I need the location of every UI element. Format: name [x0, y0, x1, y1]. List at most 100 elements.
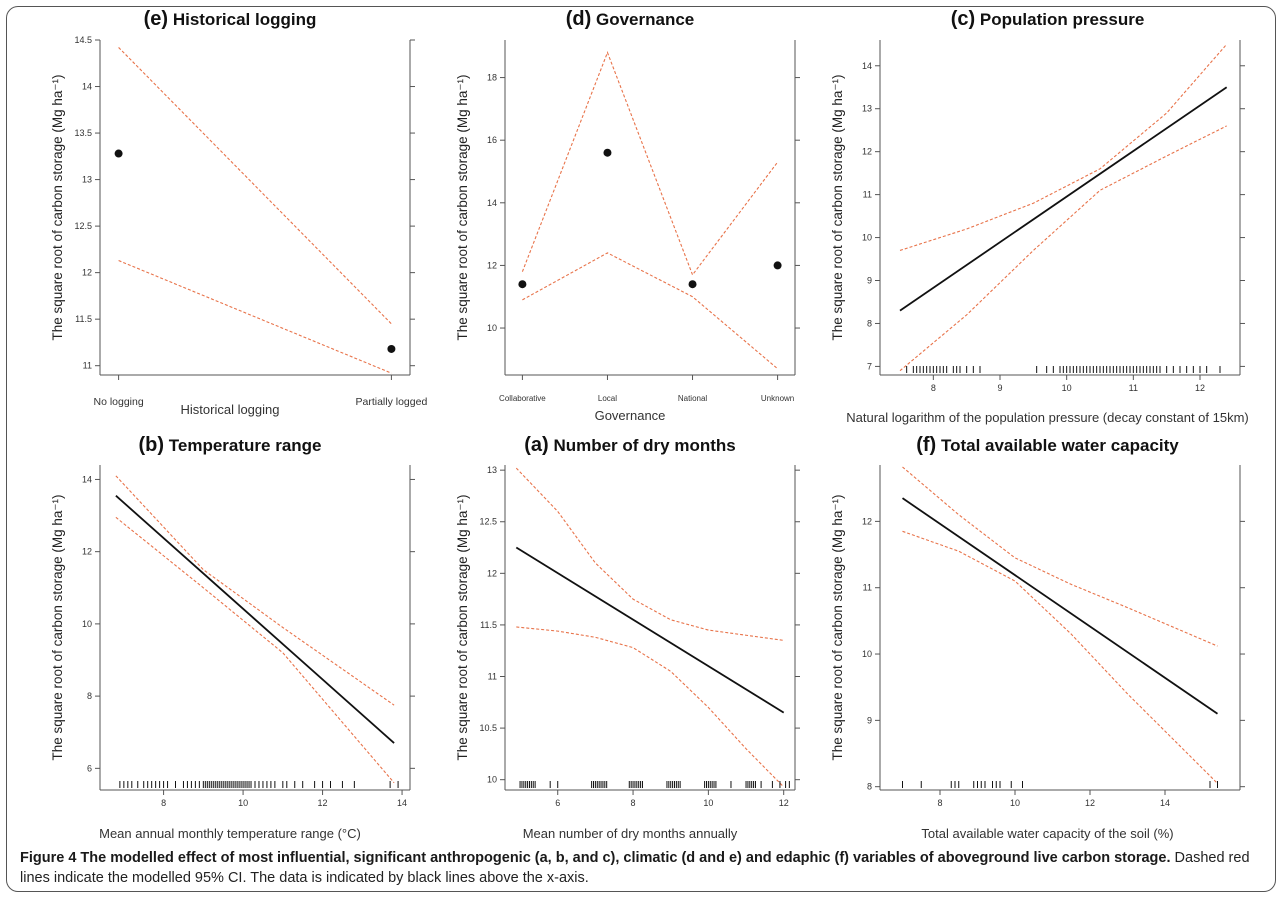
- y-tick-label: 8: [867, 318, 872, 328]
- panel-title: (e) Historical logging: [143, 8, 317, 30]
- ci-lower-line: [516, 626, 785, 788]
- estimate-point: [387, 344, 396, 353]
- panel-dry-months: (a) Number of dry months 10 10.5 11 11.5 12 1…: [425, 430, 835, 850]
- y-tick-label: 10: [862, 233, 872, 243]
- estimate-line: [901, 497, 1219, 715]
- y-tick-label: 8: [867, 782, 872, 792]
- chart-svg: 10 10.5 11 11.5 12 12.5 13 The square root of c…: [455, 465, 800, 808]
- y-tick-label: 13: [82, 175, 92, 185]
- x-tick-label: 9: [997, 383, 1002, 393]
- ci-upper-line: [902, 466, 1218, 647]
- estimate-point: [518, 280, 527, 289]
- y-tick-label: 11: [863, 583, 872, 593]
- estimate-line: [515, 546, 785, 714]
- x-tick-label: 8: [631, 798, 636, 808]
- panel-population-pressure: (c) Population pressure 7 8 9 10 11 12 13 14 The…: [815, 0, 1280, 430]
- y-tick-label: 13: [487, 465, 497, 475]
- y-axis-label: The square root of carbon storage (Mg ha…: [50, 494, 65, 760]
- y-tick-label: 9: [867, 715, 872, 725]
- y-axis-label: The square root of carbon storage (Mg ha…: [455, 74, 470, 340]
- x-axis-label: Mean number of dry months annually: [522, 826, 738, 841]
- y-tick-label: 12: [862, 147, 872, 157]
- x-tick-label: 11: [1129, 383, 1138, 393]
- panel-water-capacity: (f) Total available water capacity 8 9 10 1…: [815, 430, 1280, 850]
- y-tick-label: 12: [82, 547, 92, 557]
- x-axis-label: Natural logarithm of the population pres…: [846, 410, 1249, 425]
- x-tick-label: No logging: [93, 396, 143, 408]
- y-tick-label: 12.5: [479, 517, 497, 527]
- y-tick-label: 11: [863, 190, 872, 200]
- ci-lower-line: [902, 530, 1218, 784]
- y-tick-label: 14.5: [74, 35, 92, 45]
- x-tick-label: Partially logged: [356, 396, 428, 408]
- y-axis-label: The square root of carbon storage (Mg ha…: [830, 74, 845, 340]
- chart-svg: 7 8 9 10 11 12 13 14 The square root of carbon s…: [830, 40, 1245, 393]
- y-tick-label: 10: [487, 775, 497, 785]
- panel-title: (c) Population pressure: [950, 8, 1145, 30]
- y-tick-label: 11.5: [75, 314, 92, 324]
- chart-svg: 8 9 10 11 12 The square root of carbon storag…: [830, 465, 1245, 808]
- estimate-point: [688, 280, 697, 289]
- x-axis-label: Governance: [594, 408, 666, 423]
- x-tick-label: 14: [397, 798, 407, 808]
- chart-svg: 11 11.5 12 12.5 13 13.5 14 14.5 The square root …: [50, 35, 428, 408]
- estimate-point: [773, 261, 782, 270]
- y-tick-label: 10: [862, 649, 872, 659]
- ci-upper-line: [115, 475, 395, 706]
- figure-frame: [6, 6, 1276, 892]
- x-tick-label: National: [678, 394, 708, 403]
- y-tick-label: 10: [82, 619, 92, 629]
- panel-title: (f) Total available water capacity: [916, 434, 1179, 456]
- figure-caption: Figure 4 The modelled effect of most inf…: [20, 848, 1265, 888]
- y-axis-label: The square root of carbon storage (Mg ha…: [830, 494, 845, 760]
- ci-upper-line: [899, 43, 1228, 251]
- panel-governance: (d) Governance 10 12 14 16 18 The square root…: [425, 0, 835, 430]
- ci-lower-line: [115, 516, 395, 784]
- y-tick-label: 14: [82, 474, 92, 484]
- y-tick-label: 11: [83, 361, 92, 371]
- x-tick-label: 12: [779, 798, 789, 808]
- estimate-line: [115, 495, 395, 744]
- y-axis-label: The square root of carbon storage (Mg ha…: [455, 494, 470, 760]
- y-tick-label: 18: [487, 73, 497, 83]
- ci-lower-line: [118, 260, 392, 374]
- x-axis-label: Total available water capacity of the so…: [921, 826, 1174, 841]
- y-tick-label: 7: [867, 361, 872, 371]
- ci-lower-line: [522, 252, 778, 370]
- y-tick-label: 12: [862, 516, 872, 526]
- x-tick-label: 6: [555, 798, 560, 808]
- x-tick-label: Local: [598, 394, 617, 403]
- ci-upper-line: [118, 47, 392, 325]
- y-tick-label: 11: [488, 672, 497, 682]
- y-tick-label: 13: [862, 104, 872, 114]
- y-tick-label: 14: [862, 61, 872, 71]
- y-tick-label: 13.5: [74, 128, 92, 138]
- y-tick-label: 12: [487, 260, 497, 270]
- x-tick-label: 12: [1085, 798, 1095, 808]
- y-tick-label: 14: [82, 82, 92, 92]
- y-axis-label: The square root of carbon storage (Mg ha…: [50, 74, 65, 340]
- y-tick-label: 11.5: [480, 620, 497, 630]
- caption-bold: Figure 4 The modelled effect of most inf…: [20, 850, 1171, 866]
- estimate-line: [899, 86, 1228, 312]
- x-tick-label: 8: [937, 798, 942, 808]
- chart-svg: 6 8 10 12 14 The square root of carbon storag…: [50, 465, 415, 808]
- y-tick-label: 10.5: [479, 723, 497, 733]
- chart-svg: 10 12 14 16 18 The square root of carbon stor…: [455, 40, 800, 403]
- panel-title: (b) Temperature range: [138, 434, 322, 456]
- x-tick-label: Collaborative: [499, 394, 546, 403]
- estimate-point: [114, 149, 123, 158]
- panel-title: (a) Number of dry months: [524, 434, 736, 456]
- x-tick-label: 10: [1010, 798, 1020, 808]
- x-tick-label: 10: [703, 798, 713, 808]
- ci-upper-line: [515, 467, 784, 641]
- x-tick-label: 8: [931, 383, 936, 393]
- ci-lower-line: [899, 125, 1227, 372]
- x-tick-label: 12: [1195, 383, 1205, 393]
- y-tick-label: 6: [87, 763, 92, 773]
- x-tick-label: Unknown: [761, 394, 794, 403]
- y-tick-label: 16: [487, 135, 497, 145]
- panel-temperature-range: (b) Temperature range 6 8 10 12 14 The square…: [20, 430, 440, 850]
- ci-upper-line: [521, 50, 779, 276]
- y-tick-label: 14: [487, 198, 497, 208]
